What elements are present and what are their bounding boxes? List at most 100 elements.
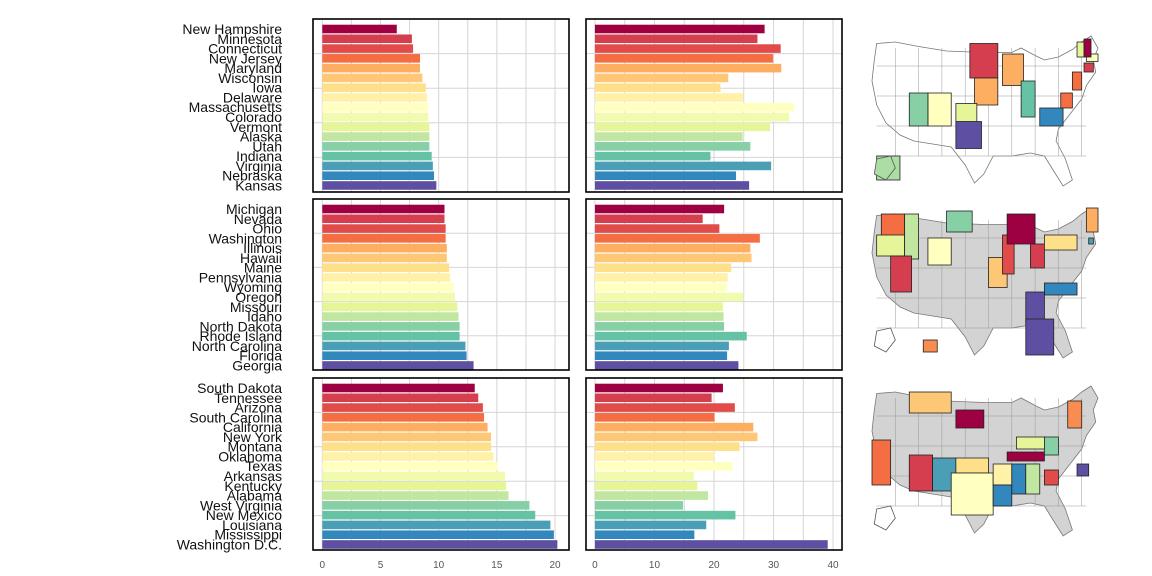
bar-right-p1-maryland (594, 63, 782, 73)
state-label: Georgia (232, 357, 282, 373)
bars (322, 24, 828, 549)
bar-right-p1-colorado (594, 112, 790, 122)
bar-right-p1-iowa (594, 83, 721, 92)
state-south-dakota (955, 409, 985, 429)
state-north-carolina (1044, 282, 1078, 296)
state-utah (908, 92, 929, 127)
bar-left-p2-illinois (322, 243, 447, 253)
bar-left-p2-idaho (322, 312, 459, 321)
bar-left-p2-michigan (322, 204, 445, 214)
us-map-1 (871, 35, 1099, 187)
state-label: South Dakota (197, 380, 282, 396)
tick-label-left: 15 (491, 560, 503, 571)
inset-alaska (873, 505, 896, 531)
bar-left-p3-louisiana (322, 520, 551, 530)
bar-right-p1-new-hampshire (594, 24, 765, 34)
bar-left-p3-washington-d-c (322, 540, 558, 549)
state-label: Connecticut (208, 41, 282, 57)
bar-right-p1-new-jersey (594, 54, 773, 63)
bar-right-p2-pennsylvania (594, 273, 728, 282)
panel-frame (312, 198, 570, 371)
bar-left-p3-kentucky (322, 481, 507, 491)
bar-left-p1-vermont (322, 122, 430, 132)
bar-right-p1-delaware (594, 93, 744, 102)
bar-right-p1-nebraska (594, 171, 737, 180)
us-maps (871, 35, 1099, 537)
bar-left-p1-colorado (322, 112, 429, 122)
bar-left-p2-maine (322, 263, 450, 272)
tick-label-right: 0 (592, 560, 598, 571)
state-tennessee (1006, 451, 1045, 462)
bar-left-p2-washington (322, 234, 446, 243)
tick-label-left: 0 (320, 560, 326, 571)
bar-left-p3-new-mexico (322, 510, 536, 520)
state-label: Arizona (235, 400, 283, 416)
bar-right-p2-ohio (594, 224, 720, 233)
bar-left-p1-connecticut (322, 44, 414, 53)
bar-right-p3-washington-d-c (594, 540, 828, 549)
bar-right-p3-west-virginia (594, 501, 684, 510)
state-label: Texas (245, 458, 282, 474)
bar-right-p3-oklahoma (594, 452, 714, 461)
state-georgia (1025, 291, 1045, 323)
bar-left-p3-tennessee (322, 393, 479, 403)
bar-left-p1-delaware (322, 93, 428, 102)
bar-right-p2-north-dakota (594, 322, 725, 331)
bar-right-p3-new-york (594, 432, 758, 442)
bar-right-p3-kentucky (594, 481, 698, 491)
state-label: New Jersey (209, 50, 282, 66)
bar-left-p1-nebraska (322, 171, 435, 180)
state-label: West Virginia (200, 497, 282, 513)
bar-right-p3-montana (594, 442, 740, 451)
tick-label-right: 20 (708, 560, 720, 571)
state-south-carolina (1044, 469, 1059, 486)
state-label: Missouri (230, 299, 282, 315)
state-label: Vermont (230, 119, 282, 135)
state-label: Pennsylvania (199, 269, 282, 285)
state-label: Delaware (223, 89, 282, 105)
bar-left-p3-south-dakota (322, 383, 475, 393)
state-label: Maine (244, 260, 282, 276)
bar-right-p2-nevada (594, 214, 703, 224)
state-michigan (1006, 213, 1036, 245)
bar-left-p3-new-york (322, 432, 492, 442)
state-pennsylvania (1044, 234, 1078, 251)
state-alabama (1025, 463, 1041, 495)
inset-alaska (873, 155, 896, 181)
state-label: Nevada (234, 211, 282, 227)
bar-left-p3-texas (322, 461, 499, 471)
bar-left-p1-new-hampshire (322, 24, 397, 34)
tick-label-right: 10 (649, 560, 661, 571)
panel-frame (585, 18, 843, 193)
bar-right-p2-rhode-island (594, 331, 747, 341)
state-label: Kansas (235, 177, 282, 193)
state-label: Maryland (224, 60, 282, 76)
bar-left-p1-alaska (322, 132, 430, 141)
bar-right-p1-kansas (594, 181, 750, 190)
state-idaho (904, 213, 919, 260)
state-texas (950, 472, 994, 516)
bar-left-p2-missouri (322, 302, 458, 312)
state-label: Oregon (235, 289, 282, 305)
bar-left-p3-mississippi (322, 530, 554, 539)
bar-right-p1-massachusetts (594, 102, 794, 112)
state-label: Indiana (236, 148, 282, 164)
bar-right-p2-wyoming (594, 282, 728, 292)
state-label: Michigan (226, 201, 282, 217)
state-north-dakota (946, 210, 973, 233)
bar-right-p3-south-carolina (594, 413, 715, 422)
state-new-york (1067, 400, 1083, 429)
state-label: Illinois (243, 240, 282, 256)
bar-left-p1-virginia (322, 161, 433, 171)
state-label: New York (223, 429, 283, 445)
bar-left-p1-minnesota (322, 34, 412, 44)
bar-right-p2-oregon (594, 292, 744, 302)
state-label: Hawaii (240, 250, 282, 266)
state-washington-dc (1076, 463, 1090, 477)
bar-right-p1-vermont (594, 122, 770, 132)
state-kentucky (1016, 436, 1045, 450)
panel-frame (312, 377, 570, 551)
axis-ticks: 0 5 10 15 20 0 10 20 30 40 (320, 560, 840, 571)
state-label: North Carolina (192, 338, 282, 354)
